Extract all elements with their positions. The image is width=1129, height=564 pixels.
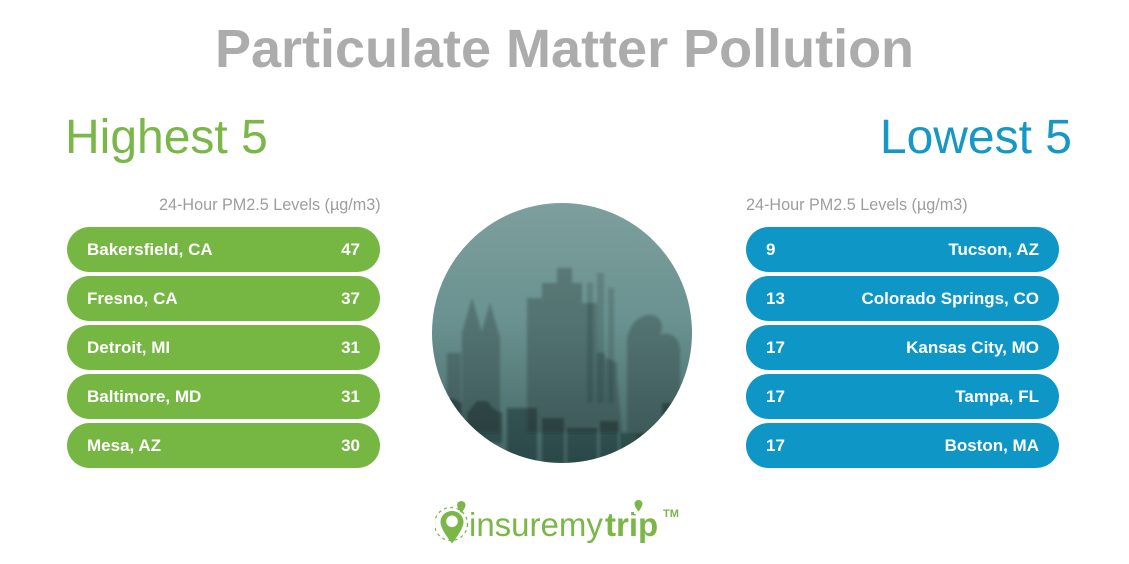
svg-text:TM: TM <box>663 508 679 520</box>
svg-text:trip: trip <box>605 506 658 543</box>
svg-text:insuremy: insuremy <box>469 506 603 543</box>
